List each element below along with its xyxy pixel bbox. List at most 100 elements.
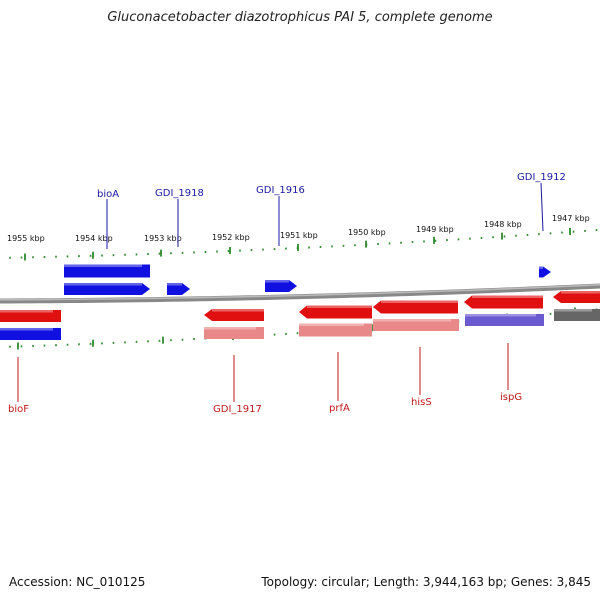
tick-minor — [101, 254, 103, 257]
tick-minor — [400, 241, 402, 244]
tick-major — [229, 247, 231, 255]
tick-minor — [457, 238, 460, 241]
scale-label: 1947 kbp — [552, 214, 590, 223]
gene-GDI_1917 — [204, 309, 264, 321]
tick-minor — [250, 249, 253, 252]
tick-minor — [112, 341, 115, 344]
tick-minor — [66, 255, 69, 258]
scale-label: 1951 kbp — [280, 231, 318, 240]
gene-ispG-shine — [472, 295, 543, 298]
gene-label-GDI_1916: GDI_1916 — [256, 185, 305, 196]
tick-minor — [227, 250, 230, 253]
tick-minor — [480, 236, 483, 239]
tick-minor — [572, 230, 575, 233]
tick-minor — [170, 252, 172, 255]
tick-major — [92, 251, 94, 259]
tick-minor — [112, 254, 115, 257]
gene-bioA-upper — [64, 264, 150, 278]
tick-minor — [262, 248, 264, 251]
gene-bioF-shine — [0, 310, 53, 313]
tick-major — [162, 336, 164, 344]
tick-major — [433, 236, 435, 244]
tick-minor — [273, 248, 276, 251]
tick-minor — [193, 251, 195, 254]
scale-label: 1952 kbp — [212, 233, 250, 242]
gene-label-GDI_1917: GDI_1917 — [213, 404, 262, 415]
tick-minor — [584, 229, 586, 232]
gene-ispG — [464, 295, 543, 309]
gene-hisS-lower — [373, 319, 459, 331]
scale-labels: 1955 kbp 1954 kbp 1953 kbp 1952 kbp 1951 kbp… — [7, 214, 590, 243]
tick-minor — [55, 255, 57, 258]
scale-label: 1953 kbp — [144, 234, 182, 243]
tick-minor — [423, 240, 425, 243]
gene-bioA-shine — [64, 283, 142, 286]
tick-minor — [78, 255, 80, 258]
gene-label-bioF: bioF — [8, 404, 29, 415]
gene-prfA-lower — [299, 323, 372, 337]
gene-label-hisS: hisS — [411, 397, 432, 408]
tick-minor — [181, 338, 184, 341]
tick-minor — [216, 250, 218, 253]
gene-GDI_1911-lower — [554, 309, 600, 321]
tick-minor — [285, 332, 287, 335]
tick-minor — [158, 339, 161, 342]
gene-prfA — [299, 305, 372, 319]
gene-GDI_1917-lower-shine — [204, 327, 256, 330]
tick-minor — [308, 246, 310, 249]
tick-minor — [193, 338, 195, 341]
gene-GDI_1917-shine — [212, 309, 264, 312]
scale-label: 1954 kbp — [75, 234, 113, 243]
gene-GDI_1911-shine — [561, 291, 600, 294]
gene-GDI_1918-shine — [167, 283, 182, 286]
gene-label-GDI_1912: GDI_1912 — [517, 172, 566, 183]
scale-label: 1949 kbp — [416, 225, 454, 234]
tick-minor — [89, 254, 92, 257]
tick-major — [92, 339, 94, 347]
topology-text: Topology: circular; Length: 3,944,163 bp… — [261, 575, 591, 589]
scale-label: 1950 kbp — [348, 228, 386, 237]
gene-GDI_1911 — [553, 291, 600, 303]
tick-minor — [20, 256, 23, 259]
tick-minor — [354, 244, 356, 247]
tick-major — [17, 342, 19, 350]
tick-minor — [43, 344, 46, 347]
tick-minor — [342, 244, 345, 247]
gene-GDI_1916 — [265, 280, 297, 292]
genome-backbone-highlight — [0, 284, 600, 301]
tick-minor — [515, 234, 517, 237]
tick-major — [24, 253, 26, 261]
gene-ispG-lower — [465, 314, 544, 326]
gene-callouts: bioA GDI_1918 GDI_1916 GDI_1912 bioF GDI_1917… — [8, 172, 566, 415]
tick-minor — [595, 229, 598, 232]
gene-GDI_1912-shine — [539, 266, 543, 269]
tick-minor — [101, 342, 103, 345]
tick-minor — [181, 251, 184, 254]
tick-minor — [43, 256, 46, 259]
gene-GDI_1917-lower — [204, 327, 264, 339]
tick-minor — [411, 241, 414, 244]
tick-minor — [78, 343, 80, 346]
gene-label-bioA: bioA — [97, 189, 119, 200]
gene-label-GDI_1918: GDI_1918 — [155, 188, 204, 199]
gene-label-prfA: prfA — [329, 403, 350, 414]
tick-minor — [561, 231, 563, 234]
tick-minor — [9, 345, 11, 348]
scale-label: 1948 kbp — [484, 220, 522, 229]
tick-minor — [549, 312, 552, 315]
gene-prfA-lower-shine — [299, 323, 364, 326]
gene-ispG-lower-shine — [465, 314, 536, 317]
accession-text: Accession: NC_010125 — [9, 575, 146, 589]
gene-label-ispG: ispG — [500, 392, 522, 403]
tick-minor — [503, 235, 506, 238]
gene-hisS-lower-shine — [373, 319, 451, 322]
tick-minor — [135, 340, 138, 343]
tick-minor — [158, 252, 161, 255]
tick-minor — [319, 245, 322, 248]
tick-minor — [89, 342, 92, 345]
gene-GDI_1912 — [539, 266, 551, 278]
tick-minor — [434, 239, 437, 242]
tick-major — [297, 244, 299, 252]
tick-minor — [32, 344, 34, 347]
gene-hisS-shine — [381, 300, 458, 303]
